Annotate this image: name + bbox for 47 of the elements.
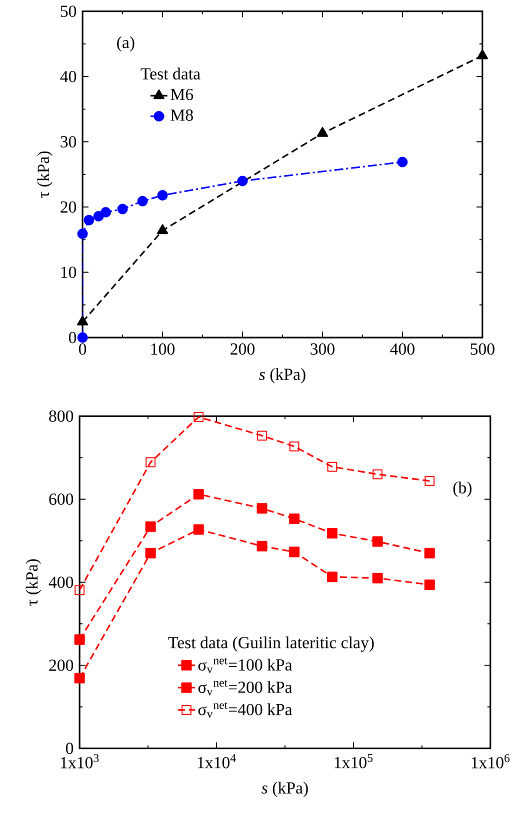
point — [100, 207, 111, 218]
annotation: (a) — [117, 36, 134, 52]
y-tick-label: 50 — [60, 6, 76, 17]
y-tick-label: 600 — [49, 494, 74, 505]
y-tick-label: 200 — [49, 660, 74, 671]
point — [476, 49, 488, 60]
y-axis-title: τ (kPa) — [26, 559, 41, 606]
point — [157, 190, 168, 201]
x-tick-label: 500 — [470, 343, 494, 355]
x-tick-label: 1x10$^{4}$ — [198, 754, 236, 768]
legend-label: M8 — [170, 109, 193, 121]
x-tick-label: 100 — [151, 343, 174, 355]
y-tick-label: 400 — [48, 576, 74, 588]
x-tick-label: 400 — [390, 343, 414, 355]
x-tick-label: 1x10$^{6}$ — [472, 754, 510, 768]
point — [237, 176, 248, 186]
y-tick-label: 10 — [61, 266, 76, 278]
legend-label: σ$_{v}$$^{net}$=200 kPa — [198, 680, 292, 696]
legend-label: M6 — [170, 88, 193, 100]
point — [77, 332, 88, 343]
y-tick-label: 40 — [60, 70, 76, 82]
point — [77, 228, 88, 240]
point — [397, 156, 408, 168]
legend-label: σ$_{v}$$^{net}$=100 kPa — [198, 658, 292, 674]
point — [316, 127, 328, 137]
x-tick-label: 1x10$^{5}$ — [334, 754, 372, 768]
legend-title: Test data (Guilin lateritic clay) — [168, 636, 374, 652]
legend-title: Test data — [140, 68, 200, 80]
y-tick-label: 30 — [60, 136, 76, 148]
y-tick-label: 20 — [60, 201, 76, 213]
point — [117, 204, 128, 214]
point — [156, 224, 168, 234]
y-tick-label: 0 — [66, 742, 74, 754]
annotation: (b) — [453, 482, 472, 497]
y-tick-label: 800 — [49, 410, 74, 422]
point — [137, 196, 148, 206]
legend-label: σ$_{v}$$^{net}$=400 kPa — [198, 702, 292, 718]
x-tick-label: 300 — [310, 343, 334, 355]
x-axis-title: s (kPa) — [261, 782, 308, 798]
point — [76, 316, 88, 326]
x-tick-label: 0 — [78, 343, 86, 355]
x-tick-label: 200 — [230, 343, 254, 355]
x-tick-label: 1x10$^{3}$ — [60, 754, 99, 768]
point — [84, 214, 94, 226]
y-tick-label: 0 — [68, 332, 76, 344]
x-axis-title: s (kPa) — [258, 368, 306, 384]
y-axis-title: τ (kPa) — [37, 151, 52, 198]
